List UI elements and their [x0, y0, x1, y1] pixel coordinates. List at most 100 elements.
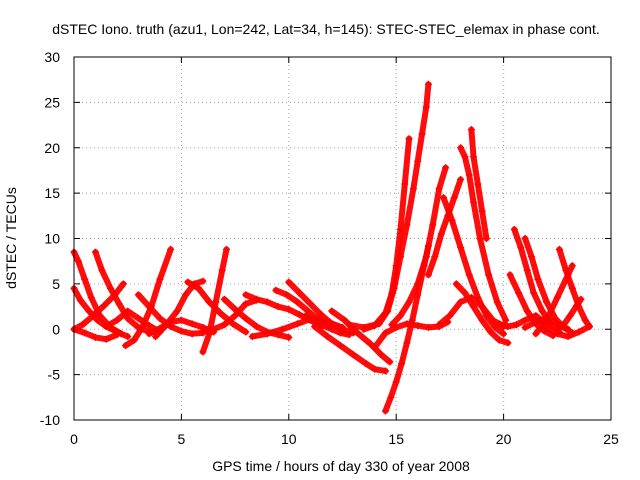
series-line — [440, 194, 507, 337]
data-point — [495, 320, 503, 328]
data-point — [184, 278, 192, 286]
y-tick-label: 10 — [44, 231, 60, 247]
data-point — [517, 244, 525, 252]
data-point — [87, 293, 95, 301]
data-point — [220, 295, 228, 303]
data-point — [177, 316, 185, 324]
data-point — [487, 328, 495, 336]
data-point — [489, 316, 497, 324]
data-point — [532, 318, 540, 326]
data-point — [231, 305, 239, 313]
data-point — [311, 316, 319, 324]
data-point — [124, 307, 132, 315]
data-point — [296, 311, 304, 319]
data-point — [283, 291, 291, 299]
chart-title: dSTEC Iono. truth (azu1, Lon=242, Lat=34… — [52, 21, 599, 37]
data-point — [467, 126, 475, 134]
data-point — [173, 307, 181, 315]
data-point — [253, 295, 261, 303]
data-point — [388, 289, 396, 297]
data-point — [89, 312, 97, 320]
data-point — [336, 329, 344, 337]
data-point — [381, 329, 389, 337]
data-point — [91, 333, 99, 341]
data-point — [422, 103, 430, 111]
y-axis-label: dSTEC / TECUs — [3, 187, 19, 289]
data-point — [285, 305, 293, 313]
data-point — [553, 320, 561, 328]
data-point — [446, 312, 454, 320]
data-point — [405, 298, 413, 306]
data-point — [177, 327, 185, 335]
series-20 — [311, 323, 389, 375]
x-axis-label: GPS time / hours of day 330 of year 2008 — [212, 458, 470, 474]
series-line — [457, 144, 509, 324]
data-point — [512, 321, 520, 329]
data-point — [98, 266, 106, 274]
data-point — [515, 289, 523, 297]
data-point — [386, 358, 394, 366]
data-point — [398, 360, 406, 368]
series-29 — [435, 293, 508, 331]
data-point — [461, 153, 469, 161]
data-point — [403, 221, 411, 229]
data-point — [461, 289, 469, 297]
data-point — [341, 316, 349, 324]
data-point — [100, 302, 108, 310]
x-tick-label: 15 — [388, 431, 404, 447]
data-point — [210, 325, 218, 333]
data-point — [145, 303, 153, 311]
series-18 — [285, 278, 357, 337]
series-31 — [457, 144, 510, 324]
data-point — [396, 312, 404, 320]
data-point — [414, 322, 422, 330]
data-point — [543, 314, 551, 322]
data-point — [403, 320, 411, 328]
data-point — [575, 328, 583, 336]
data-point — [242, 291, 250, 299]
data-point — [199, 327, 207, 335]
y-tick-label: 0 — [52, 321, 60, 337]
data-point — [162, 321, 170, 329]
data-point — [107, 284, 115, 292]
data-point — [371, 365, 379, 373]
data-point — [478, 316, 486, 324]
data-point — [442, 164, 450, 172]
data-point — [336, 342, 344, 350]
data-point — [564, 333, 572, 341]
series-14 — [220, 295, 293, 341]
data-point — [381, 309, 389, 317]
data-point — [387, 393, 395, 401]
data-point — [242, 300, 250, 308]
series-line — [361, 135, 413, 333]
data-point — [311, 323, 319, 331]
data-point — [263, 330, 271, 338]
data-point — [510, 225, 518, 233]
data-point — [457, 144, 465, 152]
data-point — [403, 339, 411, 347]
data-point — [212, 298, 220, 306]
data-point — [470, 198, 478, 206]
data-point — [555, 245, 563, 253]
data-point — [296, 289, 304, 297]
data-point — [450, 194, 458, 202]
data-point — [345, 321, 353, 329]
data-point — [470, 303, 478, 311]
series-19 — [302, 312, 353, 339]
data-point — [401, 180, 409, 188]
data-point — [532, 312, 540, 320]
series-39 — [543, 323, 594, 341]
data-point — [102, 323, 110, 331]
y-tick-label: 25 — [44, 94, 60, 110]
x-tick-label: 0 — [70, 431, 78, 447]
y-tick-label: 30 — [44, 49, 60, 65]
data-point — [134, 291, 142, 299]
data-point — [478, 207, 486, 215]
data-point — [81, 329, 89, 337]
y-tick-label: 20 — [44, 140, 60, 156]
data-point — [418, 130, 426, 138]
data-point — [119, 280, 127, 288]
series-line — [556, 246, 593, 330]
data-point — [122, 342, 130, 350]
data-point — [564, 271, 572, 279]
